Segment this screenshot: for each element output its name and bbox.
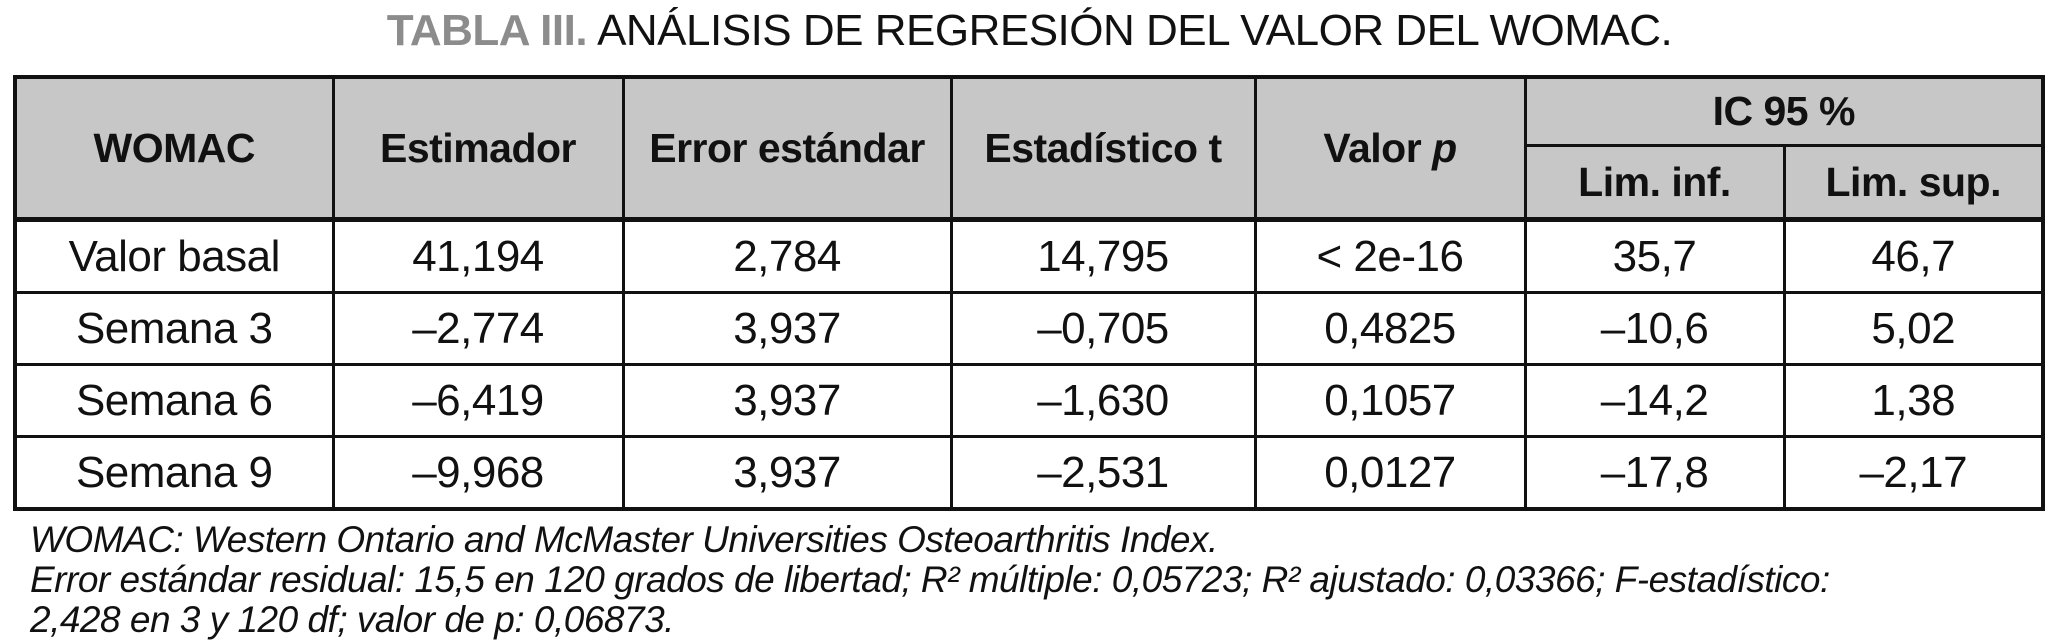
row-label: Semana 3	[13, 291, 335, 366]
cell-valor-p: < 2e-16	[1253, 217, 1527, 294]
cell-lim-inf: –17,8	[1523, 435, 1786, 511]
cell-lim-sup: 46,7	[1782, 217, 2045, 294]
footnote-womac-definition: WOMAC: Western Ontario and McMaster Univ…	[30, 519, 1218, 560]
cell-lim-sup: 1,38	[1782, 363, 2045, 438]
cell-estadistico-t: –0,705	[949, 291, 1257, 366]
col-header-estadistico-t: Estadístico t	[949, 75, 1257, 221]
col-header-lim-inf: Lim. inf.	[1523, 144, 1786, 221]
cell-estadistico-t: 14,795	[949, 217, 1257, 294]
cell-lim-sup: 5,02	[1782, 291, 2045, 366]
cell-lim-inf: 35,7	[1523, 217, 1786, 294]
cell-estimador: –9,968	[331, 435, 625, 511]
col-header-lim-sup: Lim. sup.	[1782, 144, 2045, 221]
table-row-semana-3: Semana 3 –2,774 3,937 –0,705 0,4825 –10,…	[13, 291, 2045, 366]
cell-valor-p: 0,0127	[1253, 435, 1527, 511]
valor-p-prefix: Valor	[1323, 124, 1422, 171]
cell-lim-inf: –14,2	[1523, 363, 1786, 438]
cell-estimador: 41,194	[331, 217, 625, 294]
table-row-semana-9: Semana 9 –9,968 3,937 –2,531 0,0127 –17,…	[13, 435, 2045, 511]
cell-estadistico-t: –1,630	[949, 363, 1257, 438]
cell-lim-sup: –2,17	[1782, 435, 2045, 511]
header-row-top: WOMAC Estimador Error estándar Estadísti…	[13, 75, 2045, 221]
cell-error-estandar: 3,937	[621, 363, 953, 438]
valor-p-symbol: p	[1432, 124, 1457, 171]
table-footnotes: WOMAC: Western Ontario and McMaster Univ…	[30, 520, 1830, 640]
regression-table: WOMAC Estimador Error estándar Estadísti…	[13, 75, 2045, 511]
footnote-model-stats-line1: Error estándar residual: 15,5 en 120 gra…	[30, 559, 1830, 600]
col-header-estimador: Estimador	[331, 75, 625, 221]
col-header-valor-p: Valor p	[1253, 75, 1527, 221]
cell-estimador: –2,774	[331, 291, 625, 366]
header-row-sub: Lim. inf. Lim. sup.	[15, 144, 2045, 221]
col-header-error-estandar: Error estándar	[621, 75, 953, 221]
cell-estadistico-t: –2,531	[949, 435, 1257, 511]
table-row-semana-6: Semana 6 –6,419 3,937 –1,630 0,1057 –14,…	[13, 363, 2045, 438]
row-label: Valor basal	[13, 217, 335, 294]
table-row-valor-basal: Valor basal 41,194 2,784 14,795 < 2e-16 …	[13, 217, 2045, 294]
table-title: TABLA III. ANÁLISIS DE REGRESIÓN DEL VALO…	[0, 6, 2059, 56]
cell-estimador: –6,419	[331, 363, 625, 438]
row-label: Semana 6	[13, 363, 335, 438]
footnote-model-stats-line2: 2,428 en 3 y 120 df; valor de p: 0,06873…	[30, 599, 674, 640]
cell-lim-inf: –10,6	[1523, 291, 1786, 366]
table-title-text: ANÁLISIS DE REGRESIÓN DEL VALOR DEL WOMA…	[597, 6, 1673, 55]
table-title-label: TABLA III.	[386, 6, 588, 55]
cell-valor-p: 0,1057	[1253, 363, 1527, 438]
cell-valor-p: 0,4825	[1253, 291, 1527, 366]
cell-error-estandar: 3,937	[621, 435, 953, 511]
col-header-ic95: IC 95 %	[1523, 75, 2045, 147]
row-label: Semana 9	[13, 435, 335, 511]
cell-error-estandar: 3,937	[621, 291, 953, 366]
cell-error-estandar: 2,784	[621, 217, 953, 294]
col-header-womac: WOMAC	[13, 75, 335, 221]
